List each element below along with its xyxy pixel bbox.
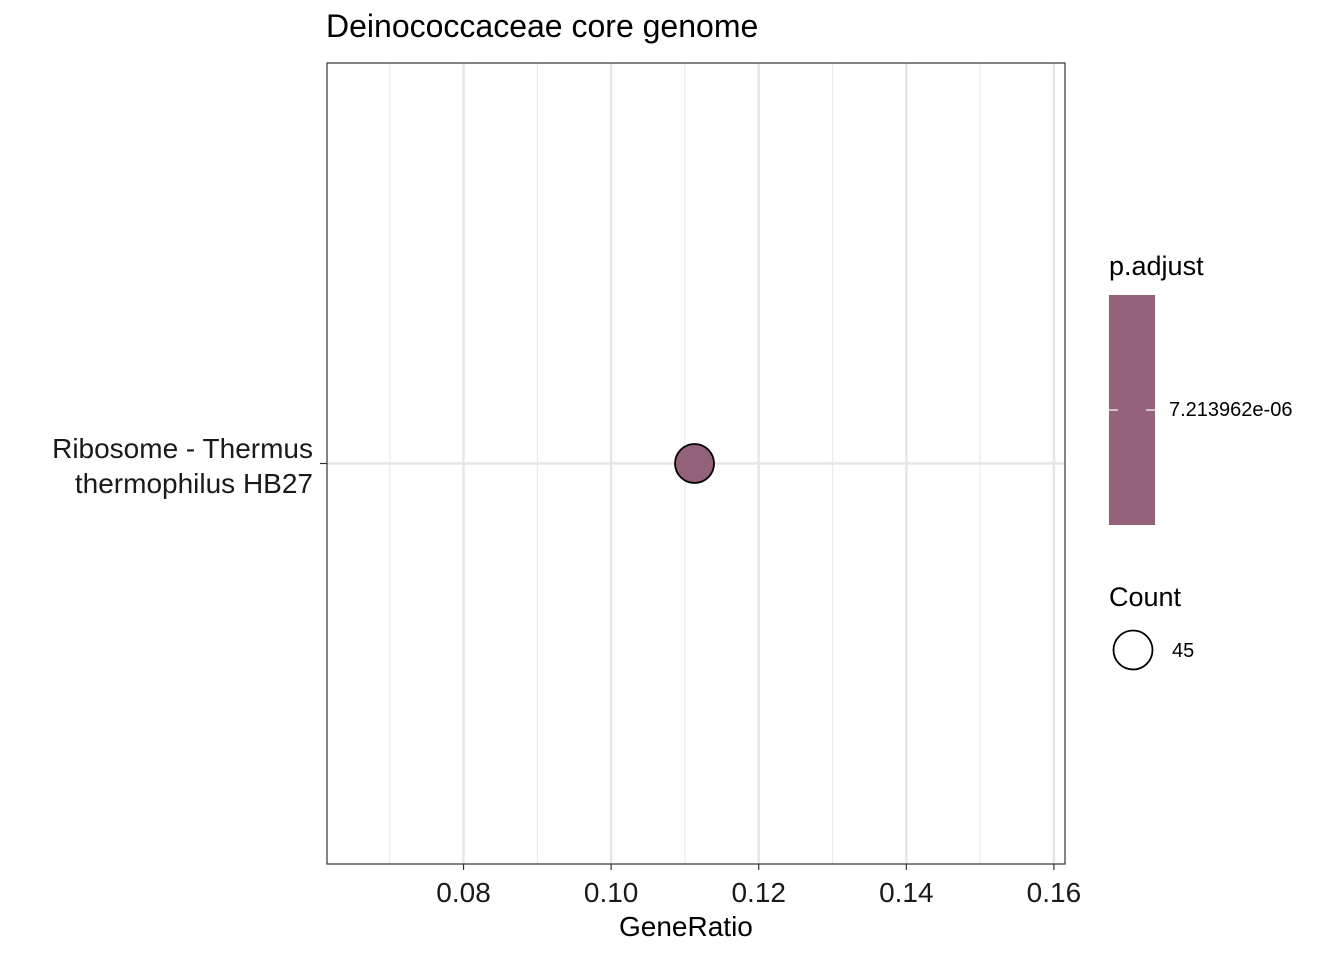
color-legend-label: 7.213962e-06: [1169, 399, 1293, 421]
x-tick-label: 0.10: [584, 877, 639, 908]
x-axis: 0.08 0.10 0.12 0.14 0.16: [436, 864, 1081, 908]
data-point: [674, 443, 715, 484]
x-tick-label: 0.16: [1027, 877, 1082, 908]
y-tick-label-line: thermophilus HB27: [74, 467, 313, 499]
size-legend-circle: [1112, 629, 1154, 671]
x-tick-label: 0.08: [436, 877, 491, 908]
color-legend-title: p.adjust: [1109, 251, 1204, 281]
size-legend-title: Count: [1109, 582, 1182, 612]
x-tick-label: 0.14: [879, 877, 934, 908]
legend: [1109, 295, 1155, 671]
data-points: [674, 443, 715, 484]
size-legend-label: 45: [1172, 640, 1195, 662]
y-tick-label: Ribosome - Thermus thermophilus HB27: [52, 431, 313, 501]
y-tick-label-line: Ribosome - Thermus: [52, 432, 313, 464]
x-axis-title: GeneRatio: [619, 911, 753, 942]
chart-title: Deinococcaceae core genome: [326, 8, 759, 44]
x-tick-label: 0.12: [731, 877, 786, 908]
